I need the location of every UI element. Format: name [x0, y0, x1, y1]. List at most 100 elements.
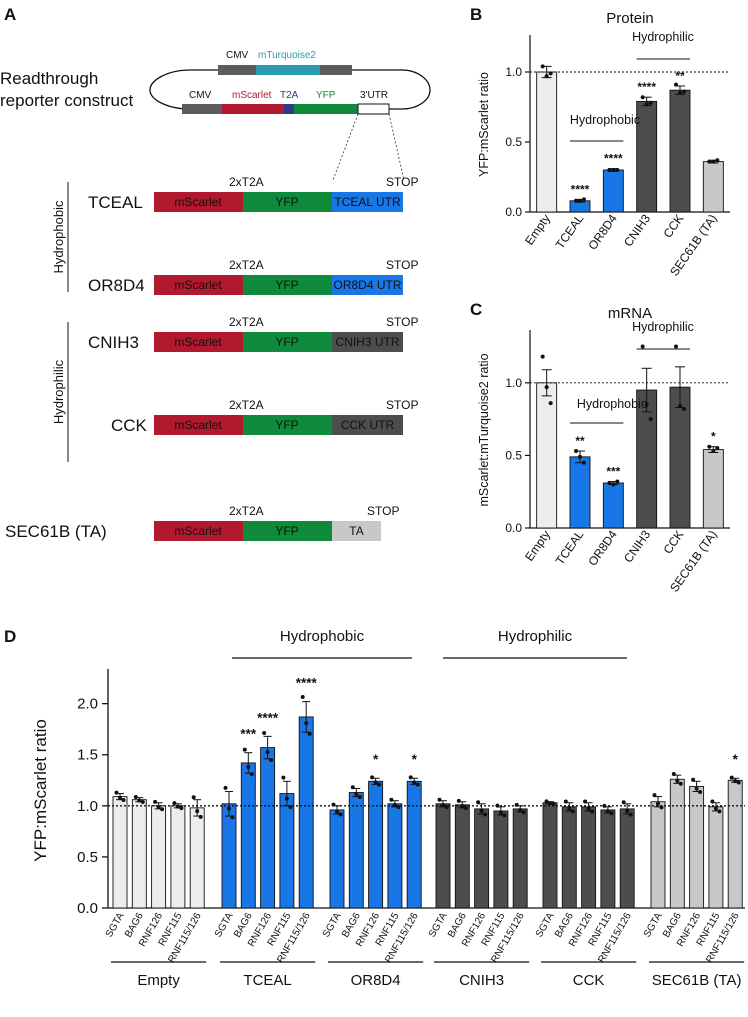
y-tick-label: 1.0 [505, 65, 522, 79]
bar-cck-rnf126 [581, 806, 597, 909]
data-point [574, 198, 578, 203]
data-point [678, 91, 682, 95]
y-tick-label: 0.5 [505, 448, 522, 462]
hydrophilic-label-b: Hydrophilic [632, 30, 694, 44]
data-point [675, 778, 680, 783]
data-point [691, 777, 696, 782]
significance-stars: * [733, 752, 739, 767]
significance-stars: ** [575, 434, 585, 448]
y-tick-label: 0.0 [505, 205, 522, 219]
y-tick-label: 1.0 [77, 798, 98, 815]
data-point [300, 695, 305, 700]
data-point [715, 446, 720, 451]
x-tick-label: CNIH3 [621, 211, 653, 249]
data-point [479, 808, 484, 813]
mscarlet-segment [154, 415, 243, 435]
data-point [713, 806, 718, 811]
bar-tceal-rnf115 [279, 793, 295, 909]
data-point [269, 757, 274, 762]
bar-cck-rnf115-126 [619, 808, 635, 909]
data-point [715, 158, 720, 163]
construct-name-2: OR8D4 [88, 276, 145, 295]
construct-t2a-label: 2xT2A [229, 175, 264, 189]
construct-name-1: TCEAL [88, 193, 143, 212]
data-point [707, 159, 712, 164]
x-tick-label: TCEAL [553, 211, 587, 251]
data-point [586, 806, 591, 811]
data-point [284, 796, 289, 801]
data-point [230, 815, 235, 820]
significance-stars: ** [675, 69, 685, 83]
data-point [498, 810, 503, 815]
data-point [121, 798, 126, 803]
utr-guide-right [388, 113, 405, 181]
panel-a-label: A [4, 5, 16, 24]
construct-title-line1: Readthrough [0, 69, 98, 88]
bar-sec61b-ta- [702, 161, 724, 213]
data-point [140, 799, 145, 804]
data-point [460, 804, 465, 809]
y-tick-label: 1.5 [77, 747, 98, 764]
data-point [437, 797, 442, 802]
panel-d-e3-ligase-chart: D Hydrophobic Hydrophilic YFP:mScarlet r… [4, 627, 745, 989]
data-point [625, 808, 630, 813]
significance-stars: **** [604, 152, 623, 166]
construct-t2a-label: 2xT2A [229, 258, 264, 272]
data-point [265, 750, 270, 755]
bar-cnih3-rnf115-126 [512, 808, 528, 909]
significance-stars: *** [606, 465, 620, 479]
data-point [640, 344, 645, 349]
chart-title: Protein [606, 10, 654, 27]
bar-sec61b-ta--bag6 [669, 778, 685, 909]
data-point [694, 786, 699, 791]
significance-stars: * [711, 430, 716, 444]
construct-t2a-label: 2xT2A [229, 398, 264, 412]
data-point [114, 790, 119, 795]
construct-name-4: CCK [111, 416, 148, 435]
data-point [249, 772, 254, 777]
data-point [227, 806, 231, 811]
data-point [644, 402, 649, 407]
data-point [590, 809, 595, 814]
data-point [615, 168, 620, 172]
data-point [652, 793, 657, 798]
data-point [574, 449, 578, 454]
data-point [335, 809, 339, 814]
data-point [412, 780, 417, 785]
bar-cck-rnf115 [600, 809, 616, 909]
data-point [711, 449, 716, 454]
data-point [518, 808, 523, 813]
data-point [682, 406, 686, 411]
data-point [483, 812, 488, 817]
data-point [179, 806, 184, 811]
data-point [563, 799, 568, 804]
y-axis-label: YFP:mScarlet ratio [31, 719, 50, 862]
data-point [118, 795, 122, 800]
y-tick-label: 0.5 [505, 135, 522, 149]
data-point [605, 809, 610, 814]
bar-cck [669, 386, 691, 529]
bar-sec61b-ta--sgta [650, 801, 666, 909]
data-point [567, 806, 572, 811]
construct-stop-label: STOP [386, 175, 418, 189]
significance-stars: **** [571, 182, 590, 196]
data-point [502, 813, 507, 818]
bar-sec61b-ta--rnf126 [689, 785, 705, 909]
bot-mscarlet-block [222, 104, 284, 114]
construct-name-3: CNIH3 [88, 333, 139, 352]
construct-t2a-label: 2xT2A [229, 504, 264, 518]
panel-c-label: C [470, 300, 482, 319]
utr-segment-label: CCK UTR [341, 418, 395, 432]
top-tail-block [320, 65, 352, 75]
hydrophilic-group-label: Hydrophilic [51, 359, 66, 424]
yfp-segment [243, 192, 332, 212]
data-point [373, 780, 378, 785]
data-point [621, 800, 626, 805]
bar-cnih3-rnf115 [493, 810, 509, 909]
panel-b-label: B [470, 5, 482, 24]
mscarlet-segment-label: mScarlet [174, 195, 222, 209]
data-point [578, 198, 582, 203]
x-tick-label: Empty [522, 528, 553, 564]
significance-stars: *** [240, 727, 257, 742]
